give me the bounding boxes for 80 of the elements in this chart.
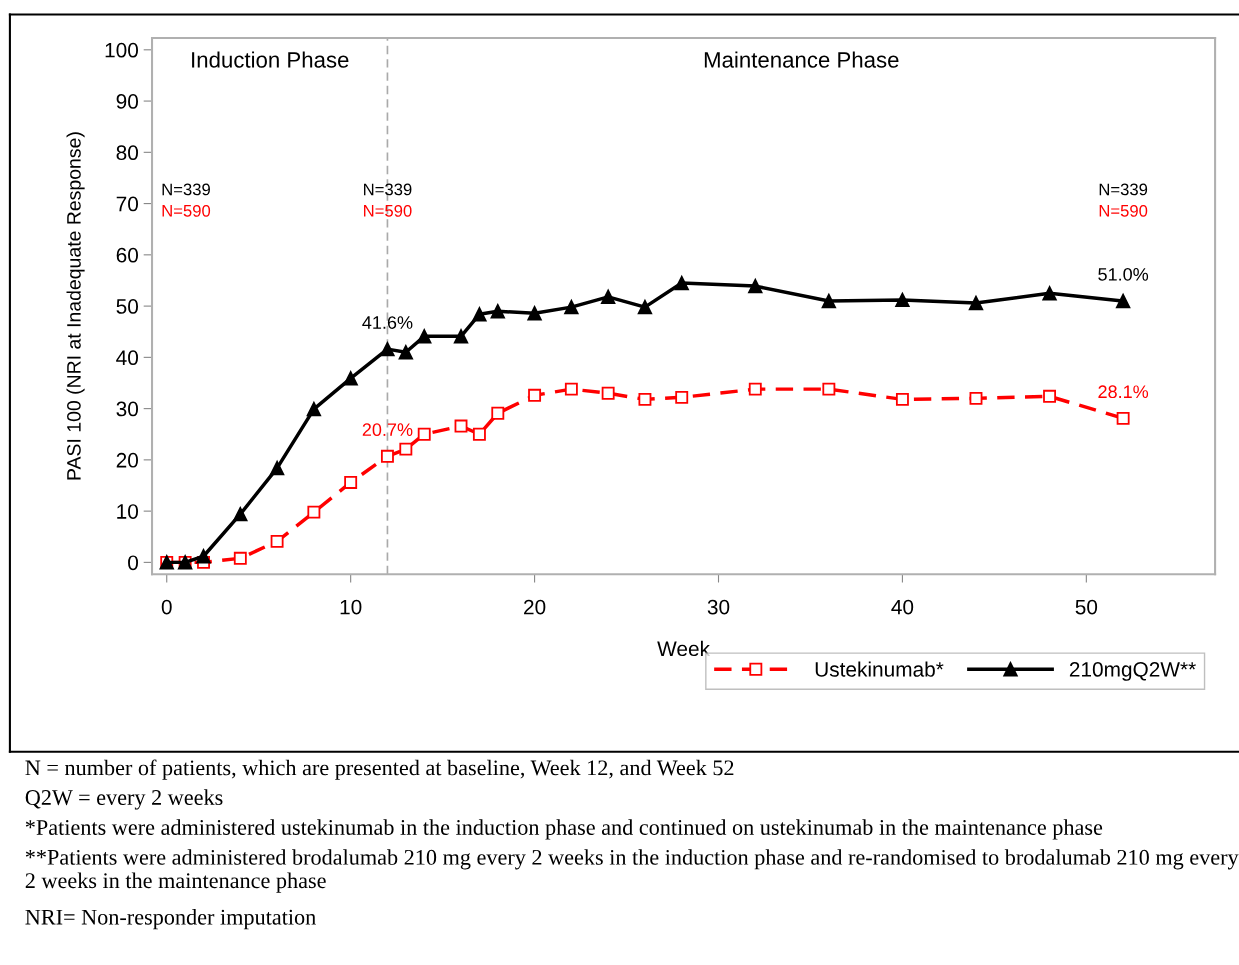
text: N = number of patients, which are presented at baseline, Week 12, and Week 52 xyxy=(25,759,734,780)
point xyxy=(821,293,837,309)
y-tick-label: 70 xyxy=(116,196,139,212)
point xyxy=(638,392,652,406)
x-tick-label: 10 xyxy=(340,599,362,615)
point xyxy=(472,307,487,322)
point xyxy=(380,449,394,463)
point xyxy=(637,299,653,315)
point xyxy=(1116,411,1130,425)
annotation: Maintenance Phase xyxy=(704,51,899,68)
data-label: 20.7% xyxy=(362,423,413,437)
x-tick-label: 20 xyxy=(524,599,546,615)
point xyxy=(895,392,909,406)
point xyxy=(417,329,432,344)
point xyxy=(748,382,762,396)
point xyxy=(233,507,248,522)
point xyxy=(1043,389,1057,403)
y-tick-label: 90 xyxy=(116,94,139,109)
x-tick-label: 0 xyxy=(161,599,172,615)
point xyxy=(233,551,247,565)
point xyxy=(600,289,616,305)
y-tick-label: 80 xyxy=(116,145,139,161)
annotation: N=339 xyxy=(162,183,210,196)
point xyxy=(528,388,542,402)
y-axis-title: PASI 100 (NRI at Inadequate Response) xyxy=(66,132,85,480)
annotation: N=590 xyxy=(364,204,412,217)
data-label: 41.6% xyxy=(362,316,413,329)
y-tick-label: 100 xyxy=(105,42,139,58)
point xyxy=(196,549,211,564)
point xyxy=(1115,293,1131,309)
y-tick-label: 30 xyxy=(116,401,139,417)
x-axis-title: Week xyxy=(657,640,711,657)
point xyxy=(490,304,505,319)
x-tick-label: 30 xyxy=(707,599,730,615)
annotation: N=339 xyxy=(1099,183,1148,196)
point xyxy=(968,295,984,311)
annotation: N=590 xyxy=(162,204,211,217)
point xyxy=(380,341,395,357)
point xyxy=(675,390,689,404)
point xyxy=(343,371,358,386)
point xyxy=(564,299,579,315)
point xyxy=(307,505,321,519)
y-tick-label: 60 xyxy=(116,247,139,263)
data-label: 28.1% xyxy=(1098,385,1149,399)
point xyxy=(527,306,542,321)
y-tick-label: 20 xyxy=(116,452,139,468)
y-tick-label: 40 xyxy=(116,350,139,366)
point xyxy=(344,475,358,489)
point xyxy=(969,391,983,405)
legend-label: 210mgQ2W** xyxy=(1069,662,1196,681)
point xyxy=(269,460,285,476)
x-tick-label: 40 xyxy=(891,599,914,615)
point xyxy=(399,442,413,456)
point xyxy=(601,386,615,400)
point xyxy=(398,345,413,360)
text: **Patients were administered brodalumab 210 mg every 2 weeks in the induction phase and re-randomised to brodalumab 210 mg every 2 weeks in the maintenance phase xyxy=(25,849,1239,893)
point xyxy=(1042,286,1057,301)
x-tick-label: 50 xyxy=(1075,599,1098,615)
point xyxy=(417,427,431,441)
point xyxy=(748,278,763,294)
point xyxy=(491,406,505,420)
point xyxy=(895,292,910,308)
point xyxy=(822,382,836,396)
data-label: 51.0% xyxy=(1098,267,1149,281)
point xyxy=(472,427,486,441)
text: Q2W = every 2 weeks xyxy=(25,789,223,810)
point xyxy=(270,534,284,548)
annotation: N=590 xyxy=(1099,204,1148,217)
point xyxy=(674,275,689,291)
legend-label: Ustekinumab* xyxy=(815,661,944,677)
text: *Patients were administered ustekinumab in the induction phase and continued on ustekinumab in the maintenance phase xyxy=(25,819,1103,840)
point xyxy=(306,401,322,417)
y-tick-label: 50 xyxy=(116,299,139,314)
point xyxy=(564,382,578,396)
y-tick-label: 10 xyxy=(117,504,139,519)
annotation: Induction Phase xyxy=(192,51,349,68)
point xyxy=(453,329,469,344)
annotation: N=339 xyxy=(364,183,412,196)
text: NRI= Non-responder imputation xyxy=(25,909,316,930)
y-tick-label: 0 xyxy=(128,555,139,571)
